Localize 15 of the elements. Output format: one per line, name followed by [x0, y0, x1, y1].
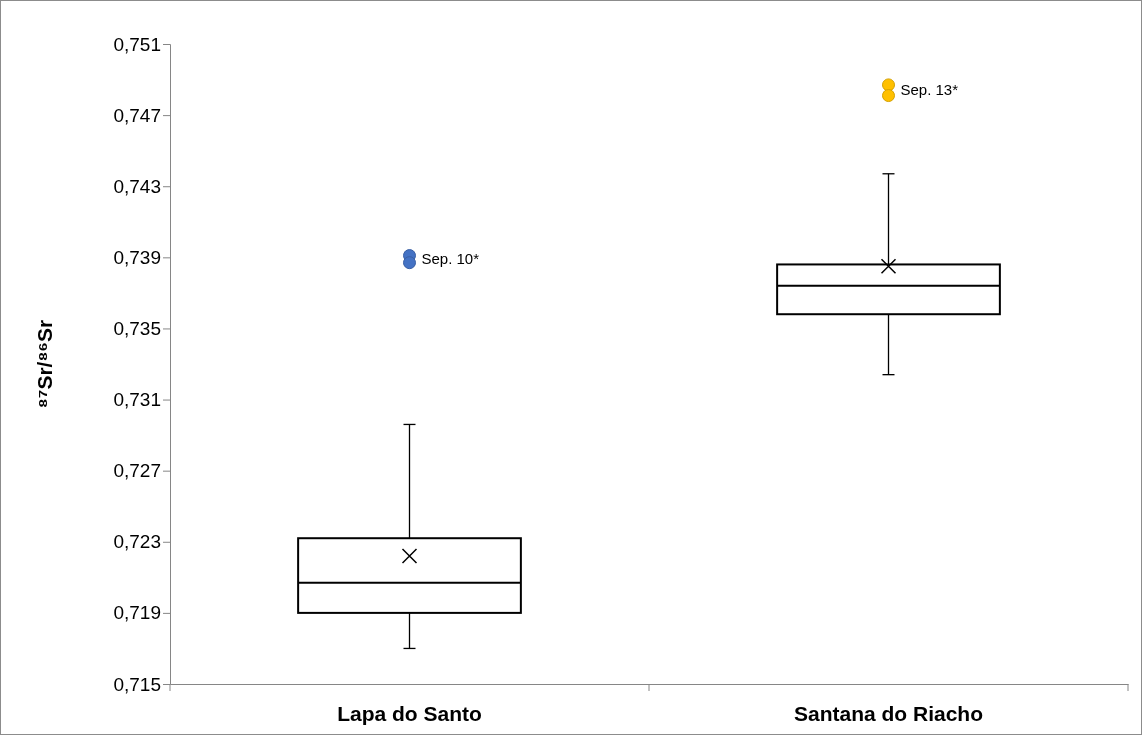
y-tick-label: 0,735 [113, 318, 161, 340]
y-tick-label: 0,747 [113, 104, 161, 126]
annotation: Sep. 13* [900, 81, 959, 99]
x-tick-label: Santana do Riacho [793, 701, 984, 725]
y-tick-label: 0,731 [113, 389, 161, 411]
y-tick-label: 0,719 [113, 602, 161, 624]
y-tick-label: 0,715 [113, 673, 161, 695]
y-tick-label: 0,743 [113, 175, 161, 197]
annotation: Sep. 10* [421, 250, 480, 268]
y-tick-label: 0,739 [113, 246, 161, 268]
x-tick-label: Lapa do Santo [337, 701, 482, 725]
y-tick-label: 0,751 [113, 33, 161, 55]
y-axis-title: ⁸⁷Sr/⁸⁶Sr [33, 319, 56, 409]
y-tick-label: 0,723 [113, 531, 161, 553]
y-tick-label: 0,727 [113, 460, 161, 482]
